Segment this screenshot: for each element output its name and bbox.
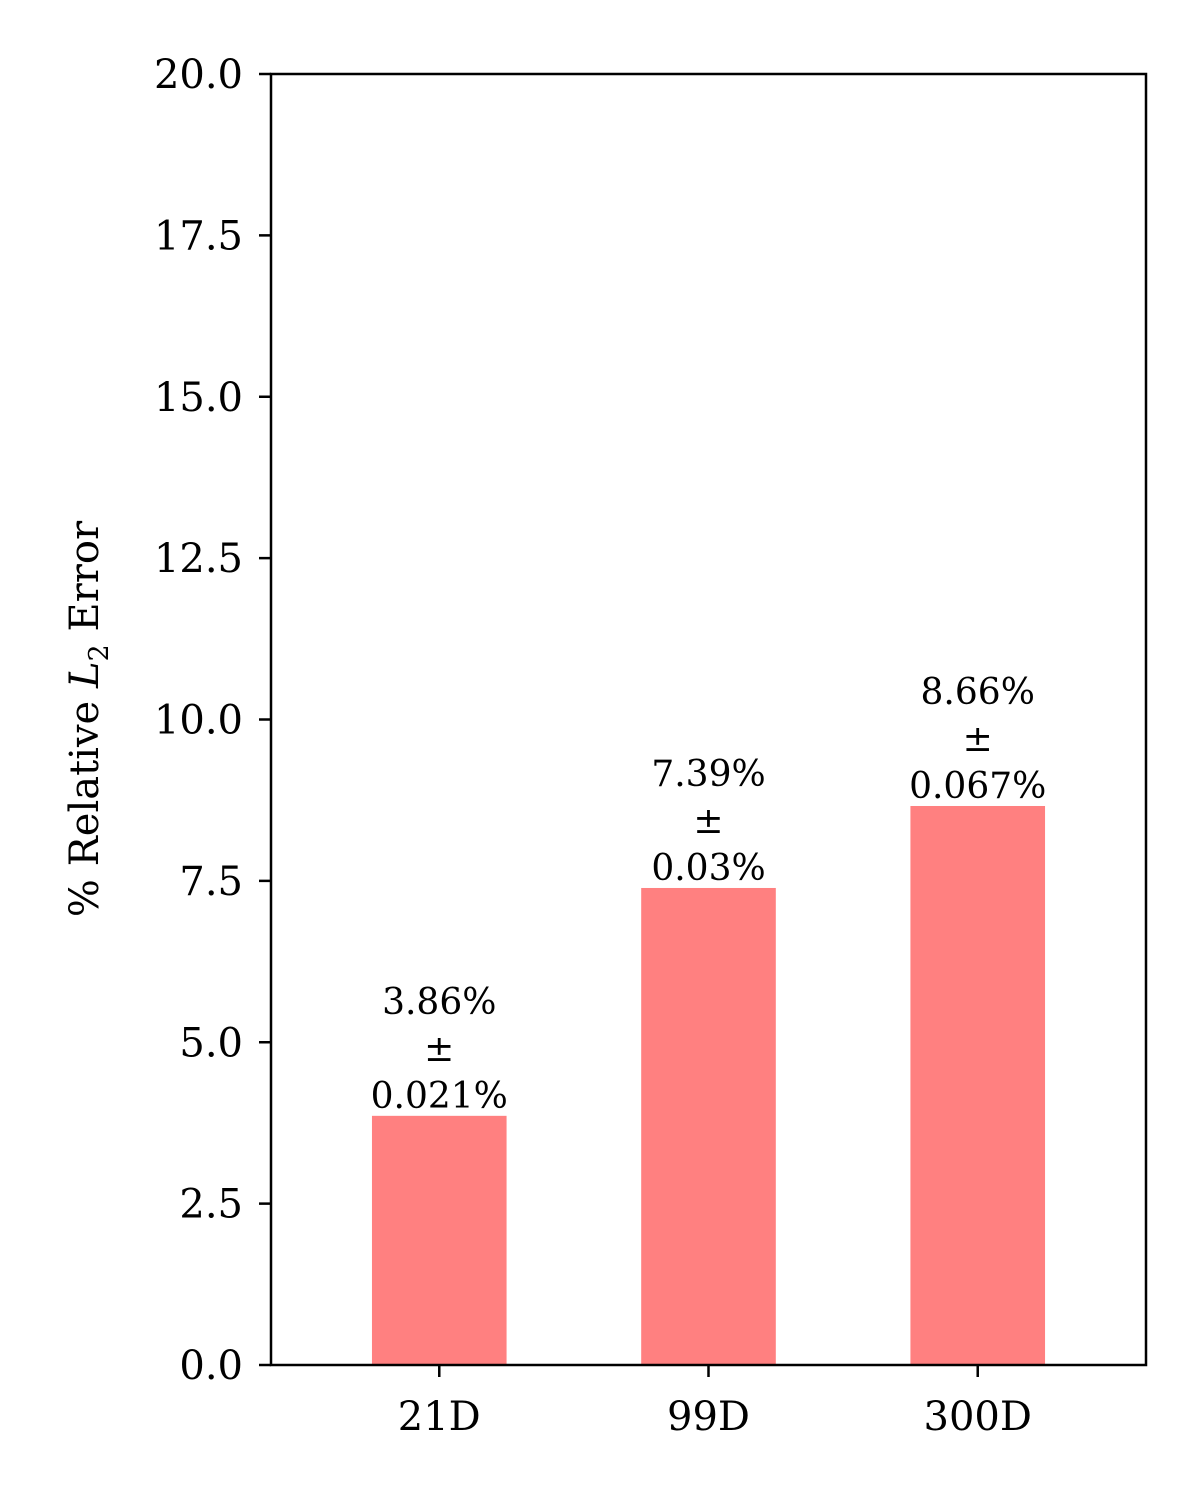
y-tick-label: 0.0	[179, 1343, 243, 1389]
bar-21D	[371, 1115, 507, 1365]
x-tick-label: 21D	[398, 1394, 481, 1440]
x-tick-label: 99D	[667, 1394, 750, 1440]
y-tick-label: 12.5	[154, 536, 243, 582]
bar-value-label: 0.067%	[909, 766, 1046, 807]
y-axis-ticks: 0.0 2.5 5.0 7.5 10.0 12.5 15.0 17.5 20.0	[154, 52, 271, 1389]
bar-300D	[910, 805, 1046, 1365]
bar-value-label: ±	[963, 719, 993, 760]
y-tick-label: 20.0	[154, 52, 243, 98]
y-tick-label: 2.5	[179, 1182, 243, 1228]
bar-value-label: 8.66%	[921, 672, 1035, 713]
bar-value-labels: 3.86% ±0.021% 7.39% ±0.03% 8.66% ±0.067%	[371, 672, 1047, 1117]
bar-value-label: 0.021%	[371, 1076, 508, 1117]
bars	[371, 805, 1046, 1365]
y-tick-label: 10.0	[154, 698, 243, 744]
bar-value-label: ±	[424, 1029, 454, 1070]
y-axis-label: % Relative L2 Error	[62, 520, 115, 917]
bar-value-label: 0.03%	[651, 848, 765, 889]
bar-value-label: 7.39%	[651, 754, 765, 795]
y-tick-label: 5.0	[179, 1020, 243, 1066]
y-tick-label: 17.5	[154, 213, 243, 259]
bar-value-label: ±	[693, 801, 723, 842]
bar-value-label: 3.86%	[382, 982, 496, 1023]
y-tick-label: 15.0	[154, 375, 243, 421]
y-tick-label: 7.5	[179, 859, 243, 905]
x-axis-ticks: 21D 99D 300D	[398, 1365, 1032, 1440]
bar-99D	[641, 887, 776, 1365]
plot-frame	[269, 72, 1148, 1367]
x-tick-label: 300D	[924, 1394, 1032, 1440]
